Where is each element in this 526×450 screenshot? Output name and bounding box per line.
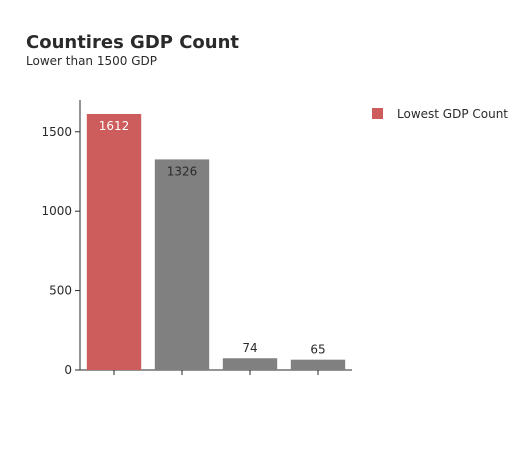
chart-subtitle: Lower than 1500 GDP <box>26 54 157 68</box>
bar[interactable] <box>86 113 142 370</box>
y-tick-label: 1500 <box>41 125 72 139</box>
bar[interactable] <box>222 358 278 370</box>
bar-value-label: 1326 <box>167 164 198 178</box>
bars-group <box>86 113 346 370</box>
bar-value-label: 1612 <box>99 119 130 133</box>
legend-swatch[interactable] <box>372 108 383 119</box>
x-axis <box>80 369 352 375</box>
bar-value-label: 65 <box>310 343 325 357</box>
y-tick-label: 500 <box>49 284 72 298</box>
legend[interactable]: Lowest GDP Count <box>372 107 508 121</box>
y-axis: 0 500 1000 1500 <box>41 100 81 377</box>
y-tick-label: 0 <box>64 363 72 377</box>
y-tick-label: 1000 <box>41 204 72 218</box>
bar[interactable] <box>154 159 210 370</box>
chart-title: Countires GDP Count <box>26 32 240 53</box>
bar[interactable] <box>290 359 346 370</box>
bar-value-label: 74 <box>242 341 257 355</box>
bar-labels-group: 1612 1326 74 65 <box>99 119 326 357</box>
legend-label[interactable]: Lowest GDP Count <box>397 107 508 121</box>
